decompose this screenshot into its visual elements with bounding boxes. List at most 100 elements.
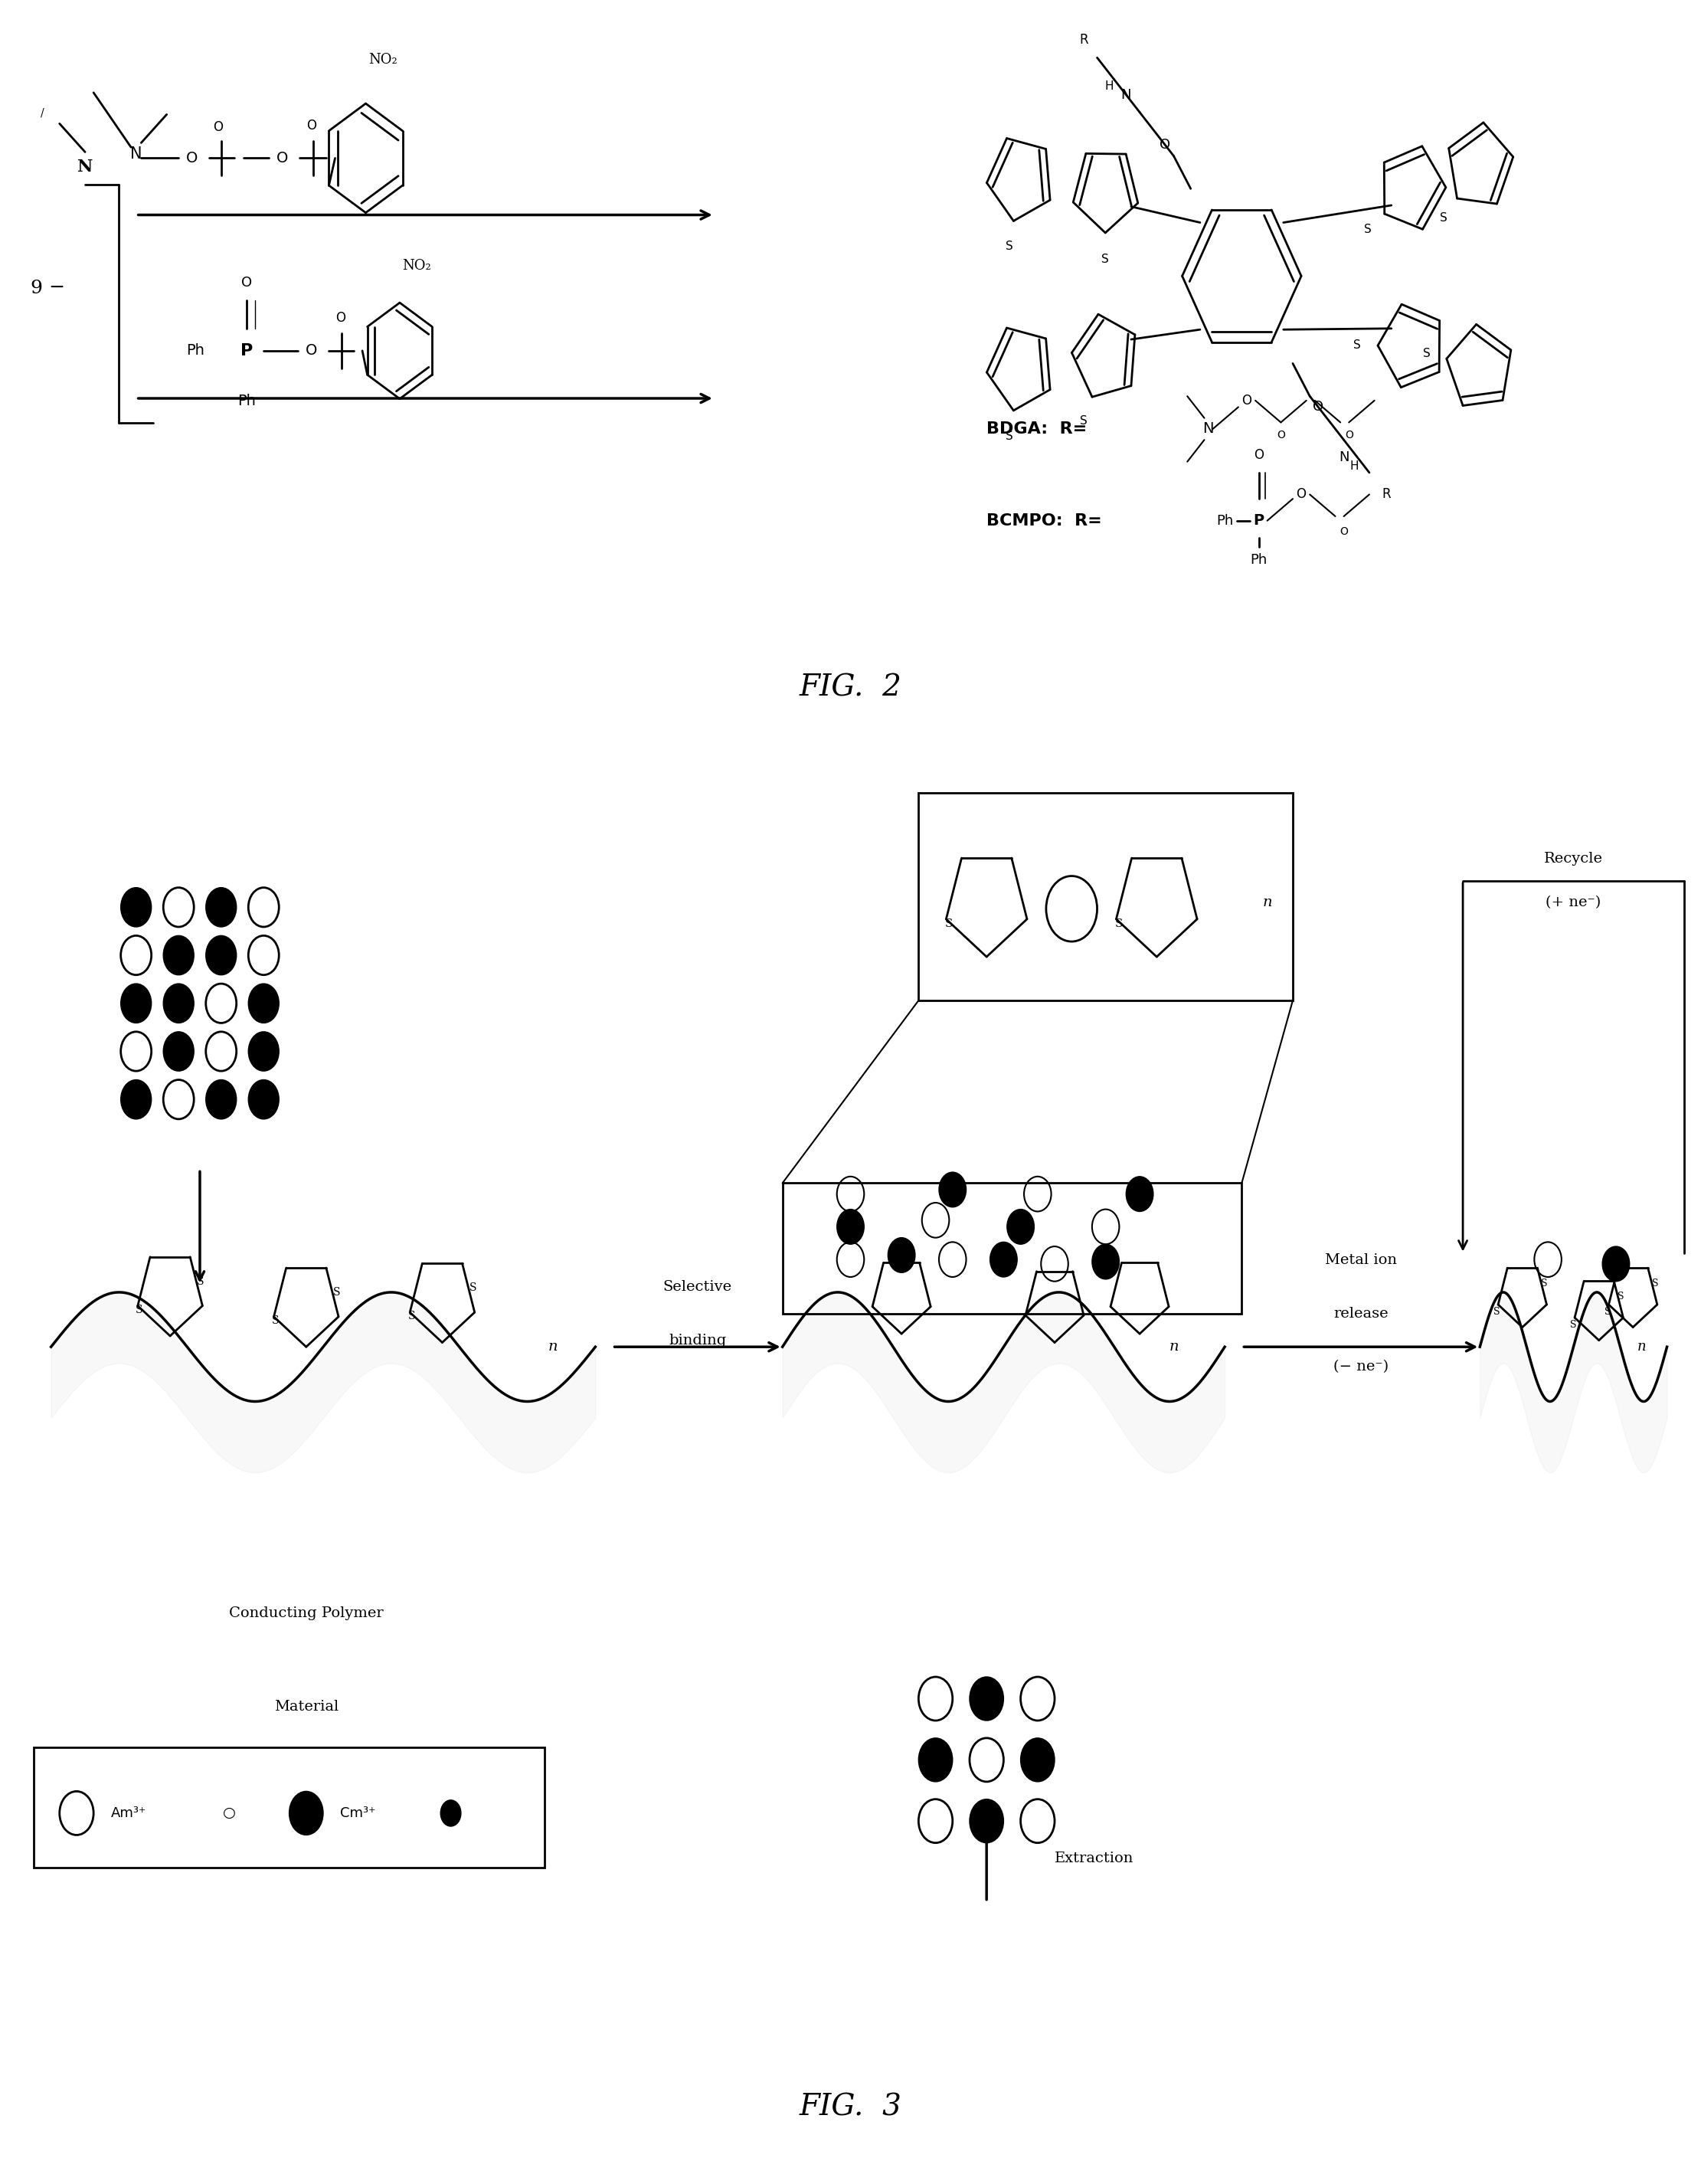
Text: O: O: [1296, 487, 1306, 502]
Circle shape: [163, 983, 194, 1022]
Text: O: O: [187, 151, 197, 166]
Text: O: O: [1160, 138, 1170, 153]
Text: O: O: [1254, 448, 1264, 463]
Text: Ph: Ph: [238, 393, 255, 408]
Text: Extraction: Extraction: [1055, 1852, 1135, 1865]
Text: Am³⁺: Am³⁺: [111, 1806, 146, 1819]
Circle shape: [888, 1238, 915, 1273]
Bar: [782, 1184, 1242, 1315]
Circle shape: [1092, 1245, 1119, 1280]
Circle shape: [1602, 1247, 1630, 1282]
Text: Ph: Ph: [1216, 513, 1233, 529]
Circle shape: [206, 1079, 236, 1118]
Text: O: O: [1340, 526, 1347, 537]
Text: N: N: [1121, 87, 1131, 103]
Text: BCMPO:  R=: BCMPO: R=: [987, 513, 1102, 529]
Text: S: S: [1424, 347, 1431, 358]
Text: BDGA:  R=: BDGA: R=: [987, 422, 1087, 437]
Text: O: O: [335, 310, 345, 325]
Text: S: S: [1364, 223, 1371, 236]
Text: Selective: Selective: [663, 1280, 731, 1293]
Text: S: S: [1439, 212, 1448, 223]
Text: ○: ○: [223, 1806, 236, 1819]
Text: Metal ion: Metal ion: [1325, 1254, 1397, 1267]
Text: O: O: [306, 343, 316, 358]
Text: O: O: [242, 275, 252, 290]
Text: N: N: [77, 159, 94, 175]
Text: O: O: [1242, 393, 1252, 408]
Text: O: O: [1345, 430, 1352, 441]
Circle shape: [248, 983, 279, 1022]
Text: Cm³⁺: Cm³⁺: [340, 1806, 376, 1819]
Circle shape: [1007, 1210, 1034, 1245]
Circle shape: [441, 1800, 461, 1826]
Text: P: P: [240, 343, 253, 358]
Text: O: O: [306, 118, 316, 133]
Circle shape: [206, 887, 236, 926]
Circle shape: [206, 935, 236, 974]
Text: S: S: [946, 919, 953, 930]
Text: Ph: Ph: [1250, 553, 1267, 568]
Bar: [919, 793, 1293, 1000]
Circle shape: [163, 935, 194, 974]
Text: (+ ne⁻): (+ ne⁻): [1546, 895, 1601, 909]
Circle shape: [248, 1079, 279, 1118]
Text: FIG.  2: FIG. 2: [799, 675, 902, 701]
Text: S: S: [1102, 253, 1109, 264]
Text: H: H: [1349, 461, 1359, 472]
Text: O: O: [213, 120, 223, 135]
Circle shape: [163, 1031, 194, 1070]
Text: ─: ─: [51, 280, 61, 297]
Circle shape: [919, 1738, 953, 1782]
Text: S: S: [1354, 339, 1361, 352]
Circle shape: [939, 1173, 966, 1208]
Text: n: n: [1169, 1341, 1179, 1354]
Circle shape: [1126, 1177, 1153, 1212]
Text: FIG.  3: FIG. 3: [799, 2094, 902, 2121]
Text: /: /: [41, 107, 44, 118]
Circle shape: [837, 1210, 864, 1245]
Text: S: S: [1493, 1306, 1500, 1317]
Text: S: S: [1570, 1319, 1577, 1330]
Text: (− ne⁻): (− ne⁻): [1334, 1361, 1388, 1374]
Text: S: S: [272, 1315, 279, 1326]
Text: N: N: [1203, 422, 1213, 437]
Text: S: S: [1652, 1278, 1658, 1289]
Text: O: O: [1277, 430, 1284, 441]
Text: 9: 9: [31, 280, 43, 297]
Text: NO₂: NO₂: [369, 52, 396, 68]
Circle shape: [970, 1677, 1004, 1721]
Text: S: S: [1080, 415, 1087, 426]
Text: Conducting Polymer: Conducting Polymer: [230, 1607, 383, 1621]
Text: S: S: [333, 1286, 340, 1297]
Circle shape: [121, 887, 151, 926]
Text: release: release: [1334, 1306, 1388, 1321]
Text: H: H: [1104, 81, 1114, 92]
Text: S: S: [1005, 430, 1014, 441]
Text: n: n: [1636, 1341, 1647, 1354]
Circle shape: [248, 1031, 279, 1070]
Text: Ph: Ph: [187, 343, 204, 358]
Text: S: S: [1005, 240, 1014, 253]
Text: S: S: [136, 1304, 143, 1315]
Text: S: S: [408, 1310, 415, 1321]
Text: R: R: [1078, 33, 1089, 48]
Text: binding: binding: [668, 1332, 726, 1348]
Text: P: P: [1254, 513, 1264, 529]
Text: O: O: [1313, 400, 1323, 415]
Bar: [34, 1747, 544, 1867]
Text: N: N: [131, 146, 141, 162]
Text: S: S: [1604, 1306, 1611, 1317]
Text: n: n: [1262, 895, 1272, 909]
Text: S: S: [1116, 919, 1123, 930]
Text: R: R: [1381, 487, 1391, 502]
Circle shape: [121, 983, 151, 1022]
Circle shape: [1021, 1738, 1055, 1782]
Circle shape: [289, 1791, 323, 1835]
Circle shape: [121, 1079, 151, 1118]
Text: O: O: [277, 151, 287, 166]
Text: NO₂: NO₂: [403, 258, 430, 273]
Circle shape: [990, 1243, 1017, 1278]
Circle shape: [970, 1800, 1004, 1843]
Text: S: S: [469, 1282, 476, 1293]
